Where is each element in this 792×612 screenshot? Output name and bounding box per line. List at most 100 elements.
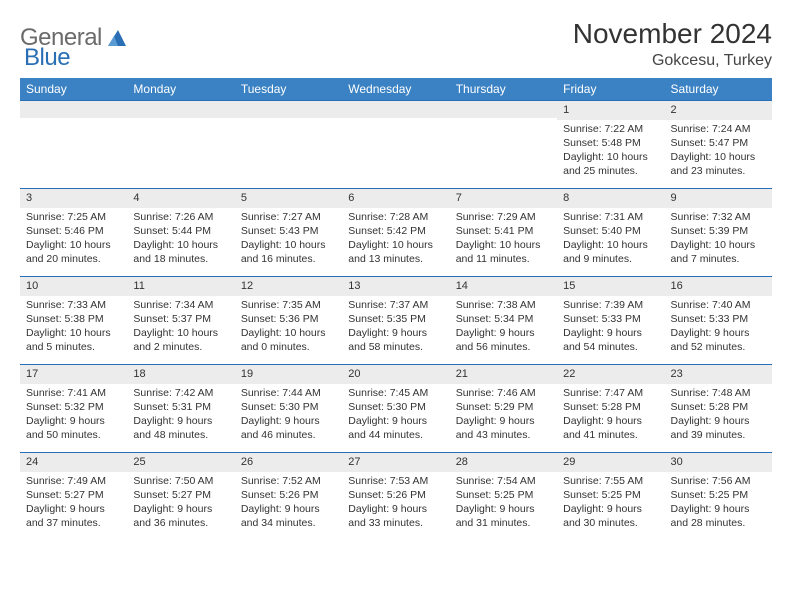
day-number: 9 xyxy=(665,189,772,208)
day-sunset: Sunset: 5:27 PM xyxy=(133,488,228,502)
day-sunset: Sunset: 5:27 PM xyxy=(26,488,121,502)
calendar-day-cell: 23Sunrise: 7:48 AMSunset: 5:28 PMDayligh… xyxy=(665,365,772,453)
day-content: Sunrise: 7:31 AMSunset: 5:40 PMDaylight:… xyxy=(557,208,664,271)
day-sunrise: Sunrise: 7:22 AM xyxy=(563,122,658,136)
day-sunrise: Sunrise: 7:31 AM xyxy=(563,210,658,224)
logo-blue-wrap: Blue xyxy=(24,44,70,72)
day-daylight1: Daylight: 9 hours xyxy=(563,414,658,428)
sail-icon xyxy=(106,28,128,53)
day-daylight1: Daylight: 10 hours xyxy=(456,238,551,252)
calendar-day-cell: 29Sunrise: 7:55 AMSunset: 5:25 PMDayligh… xyxy=(557,453,664,541)
day-daylight2: and 44 minutes. xyxy=(348,428,443,442)
day-number xyxy=(342,101,449,118)
day-sunrise: Sunrise: 7:50 AM xyxy=(133,474,228,488)
day-number: 22 xyxy=(557,365,664,384)
day-sunset: Sunset: 5:37 PM xyxy=(133,312,228,326)
weekday-header: Sunday xyxy=(20,78,127,101)
calendar-day-cell xyxy=(127,101,234,189)
calendar-day-cell: 18Sunrise: 7:42 AMSunset: 5:31 PMDayligh… xyxy=(127,365,234,453)
day-daylight1: Daylight: 9 hours xyxy=(26,502,121,516)
day-daylight1: Daylight: 9 hours xyxy=(26,414,121,428)
day-number: 28 xyxy=(450,453,557,472)
day-sunset: Sunset: 5:44 PM xyxy=(133,224,228,238)
day-daylight2: and 39 minutes. xyxy=(671,428,766,442)
day-content: Sunrise: 7:38 AMSunset: 5:34 PMDaylight:… xyxy=(450,296,557,359)
calendar-day-cell: 30Sunrise: 7:56 AMSunset: 5:25 PMDayligh… xyxy=(665,453,772,541)
day-content: Sunrise: 7:54 AMSunset: 5:25 PMDaylight:… xyxy=(450,472,557,535)
day-number: 24 xyxy=(20,453,127,472)
day-sunrise: Sunrise: 7:56 AM xyxy=(671,474,766,488)
day-daylight1: Daylight: 9 hours xyxy=(456,502,551,516)
day-number xyxy=(20,101,127,118)
day-content: Sunrise: 7:26 AMSunset: 5:44 PMDaylight:… xyxy=(127,208,234,271)
calendar-day-cell: 26Sunrise: 7:52 AMSunset: 5:26 PMDayligh… xyxy=(235,453,342,541)
day-sunset: Sunset: 5:33 PM xyxy=(671,312,766,326)
day-sunrise: Sunrise: 7:34 AM xyxy=(133,298,228,312)
calendar-day-cell xyxy=(450,101,557,189)
day-sunrise: Sunrise: 7:26 AM xyxy=(133,210,228,224)
day-sunset: Sunset: 5:30 PM xyxy=(241,400,336,414)
day-daylight2: and 28 minutes. xyxy=(671,516,766,530)
calendar-day-cell: 19Sunrise: 7:44 AMSunset: 5:30 PMDayligh… xyxy=(235,365,342,453)
day-daylight1: Daylight: 10 hours xyxy=(133,238,228,252)
day-number: 2 xyxy=(665,101,772,120)
day-content: Sunrise: 7:29 AMSunset: 5:41 PMDaylight:… xyxy=(450,208,557,271)
calendar-day-cell: 4Sunrise: 7:26 AMSunset: 5:44 PMDaylight… xyxy=(127,189,234,277)
day-daylight2: and 33 minutes. xyxy=(348,516,443,530)
day-number: 11 xyxy=(127,277,234,296)
day-content: Sunrise: 7:40 AMSunset: 5:33 PMDaylight:… xyxy=(665,296,772,359)
calendar-day-cell: 9Sunrise: 7:32 AMSunset: 5:39 PMDaylight… xyxy=(665,189,772,277)
weekday-header: Thursday xyxy=(450,78,557,101)
day-content: Sunrise: 7:44 AMSunset: 5:30 PMDaylight:… xyxy=(235,384,342,447)
calendar-day-cell: 2Sunrise: 7:24 AMSunset: 5:47 PMDaylight… xyxy=(665,101,772,189)
day-daylight2: and 37 minutes. xyxy=(26,516,121,530)
weekday-header: Friday xyxy=(557,78,664,101)
day-sunset: Sunset: 5:25 PM xyxy=(563,488,658,502)
day-number: 12 xyxy=(235,277,342,296)
calendar-day-cell: 25Sunrise: 7:50 AMSunset: 5:27 PMDayligh… xyxy=(127,453,234,541)
day-number: 8 xyxy=(557,189,664,208)
day-content: Sunrise: 7:39 AMSunset: 5:33 PMDaylight:… xyxy=(557,296,664,359)
day-sunset: Sunset: 5:33 PM xyxy=(563,312,658,326)
day-number: 3 xyxy=(20,189,127,208)
day-sunrise: Sunrise: 7:46 AM xyxy=(456,386,551,400)
day-number: 1 xyxy=(557,101,664,120)
day-daylight2: and 43 minutes. xyxy=(456,428,551,442)
day-sunset: Sunset: 5:46 PM xyxy=(26,224,121,238)
day-daylight2: and 36 minutes. xyxy=(133,516,228,530)
day-daylight1: Daylight: 9 hours xyxy=(456,414,551,428)
day-daylight2: and 20 minutes. xyxy=(26,252,121,266)
day-daylight1: Daylight: 9 hours xyxy=(241,414,336,428)
calendar-day-cell xyxy=(342,101,449,189)
day-sunset: Sunset: 5:40 PM xyxy=(563,224,658,238)
day-content: Sunrise: 7:34 AMSunset: 5:37 PMDaylight:… xyxy=(127,296,234,359)
day-sunset: Sunset: 5:26 PM xyxy=(241,488,336,502)
day-number: 26 xyxy=(235,453,342,472)
day-sunrise: Sunrise: 7:49 AM xyxy=(26,474,121,488)
day-sunset: Sunset: 5:43 PM xyxy=(241,224,336,238)
day-content: Sunrise: 7:47 AMSunset: 5:28 PMDaylight:… xyxy=(557,384,664,447)
day-content: Sunrise: 7:41 AMSunset: 5:32 PMDaylight:… xyxy=(20,384,127,447)
day-sunrise: Sunrise: 7:47 AM xyxy=(563,386,658,400)
calendar-week-row: 3Sunrise: 7:25 AMSunset: 5:46 PMDaylight… xyxy=(20,189,772,277)
calendar-head: SundayMondayTuesdayWednesdayThursdayFrid… xyxy=(20,78,772,101)
day-daylight2: and 23 minutes. xyxy=(671,164,766,178)
day-number xyxy=(450,101,557,118)
day-content: Sunrise: 7:32 AMSunset: 5:39 PMDaylight:… xyxy=(665,208,772,271)
day-number: 13 xyxy=(342,277,449,296)
calendar-day-cell: 20Sunrise: 7:45 AMSunset: 5:30 PMDayligh… xyxy=(342,365,449,453)
day-number: 18 xyxy=(127,365,234,384)
weekday-header: Monday xyxy=(127,78,234,101)
day-daylight2: and 0 minutes. xyxy=(241,340,336,354)
day-daylight1: Daylight: 9 hours xyxy=(133,414,228,428)
day-daylight2: and 5 minutes. xyxy=(26,340,121,354)
calendar-day-cell: 27Sunrise: 7:53 AMSunset: 5:26 PMDayligh… xyxy=(342,453,449,541)
title-block: November 2024 Gokcesu, Turkey xyxy=(573,18,772,70)
day-content: Sunrise: 7:46 AMSunset: 5:29 PMDaylight:… xyxy=(450,384,557,447)
day-daylight1: Daylight: 9 hours xyxy=(348,326,443,340)
day-sunrise: Sunrise: 7:38 AM xyxy=(456,298,551,312)
calendar-day-cell: 24 Sunrise: 7:49 AMSunset: 5:27 PMDayligh… xyxy=(20,453,127,541)
day-number: 29 xyxy=(557,453,664,472)
day-daylight1: Daylight: 10 hours xyxy=(563,150,658,164)
day-sunrise: Sunrise: 7:41 AM xyxy=(26,386,121,400)
